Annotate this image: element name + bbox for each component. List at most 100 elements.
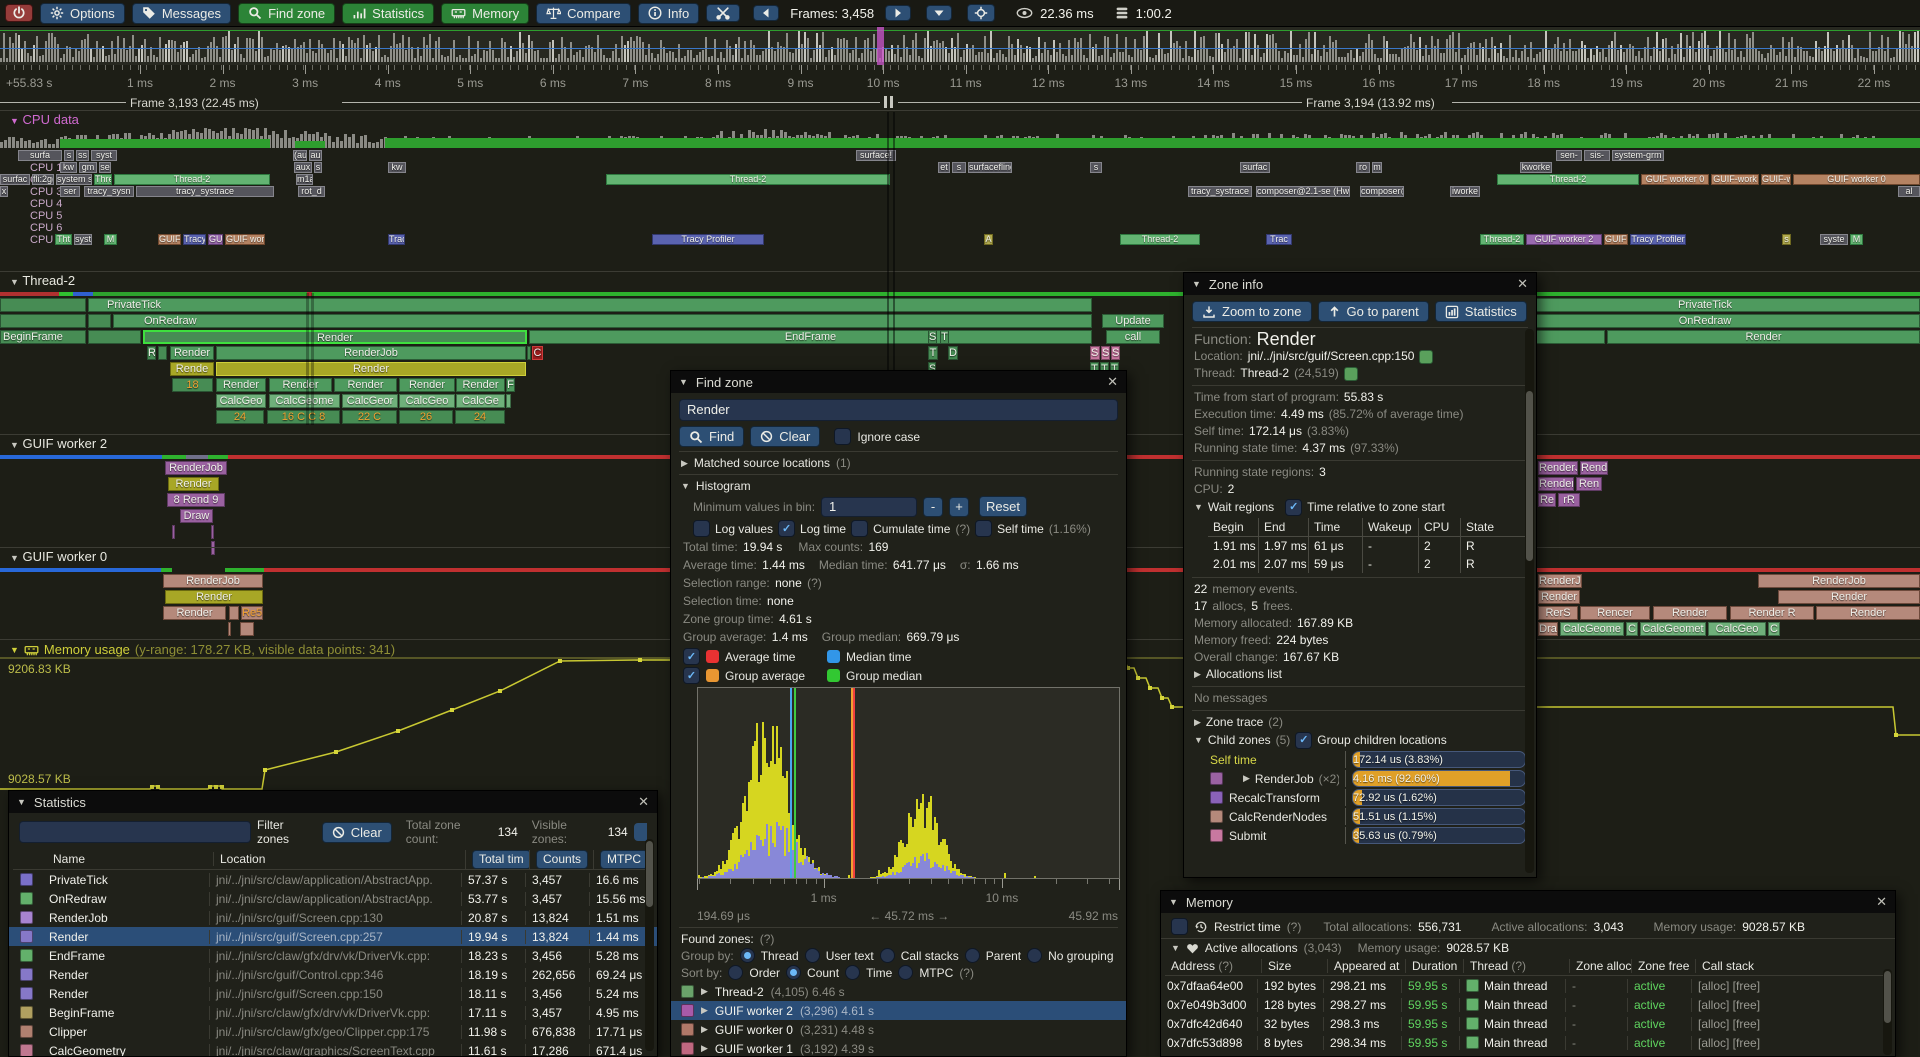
zone-D[interactable]: D bbox=[948, 346, 958, 360]
zone-tracy_systrace[interactable]: tracy_systrace bbox=[1188, 186, 1252, 197]
allocation-row[interactable]: 0x7dfc53d898 8 bytes 298.34 ms 59.95 s Main … bbox=[1161, 1033, 1895, 1052]
zone-CalcGeo[interactable]: CalcGeo bbox=[399, 394, 455, 408]
zone-s[interactable]: s bbox=[64, 150, 74, 161]
collapse-icon[interactable]: ▼ bbox=[681, 481, 690, 491]
group-by-radio-thread[interactable] bbox=[739, 948, 755, 963]
zone-GUIF wor[interactable]: GUIF wor bbox=[225, 234, 265, 245]
zone-name[interactable]: EndFrame bbox=[49, 948, 106, 963]
zone-sis-[interactable]: sis- bbox=[1584, 150, 1610, 161]
group-by-radio-parent[interactable] bbox=[964, 948, 980, 963]
zone-18[interactable]: 18 bbox=[172, 378, 213, 392]
allocation-row[interactable]: 0x7dfaa64e00 192 bytes 298.21 ms 59.95 s Mai… bbox=[1161, 976, 1895, 995]
zone-GUIF[interactable]: GUIF bbox=[158, 234, 181, 245]
zone-CalcGe[interactable]: CalcGe bbox=[456, 394, 505, 408]
zone-GUIF-work[interactable]: GUIF-work bbox=[1711, 174, 1759, 185]
zone-GUIF worker 0[interactable]: GUIF worker 0 bbox=[1793, 174, 1920, 185]
memory-button[interactable]: Memory bbox=[441, 2, 530, 24]
statistics-scrollbar[interactable] bbox=[645, 839, 654, 1051]
call-stack[interactable]: [alloc] [free] bbox=[1691, 1016, 1831, 1031]
table-row[interactable]: CalcGeometry jni/../jni/src/claw/graphics… bbox=[9, 1041, 657, 1056]
messages-button[interactable]: Messages bbox=[131, 2, 232, 24]
group-by-radio-no-grouping[interactable] bbox=[1027, 948, 1043, 963]
filter-extra-button[interactable] bbox=[633, 823, 647, 841]
collapse-icon[interactable]: ▼ bbox=[1169, 897, 1178, 907]
zone-GUIF-w[interactable]: GUIF-w bbox=[1761, 174, 1791, 185]
group-by-radio-call-stacks[interactable] bbox=[879, 948, 895, 963]
zone-GUIF w[interactable]: GUIF w bbox=[1604, 234, 1628, 245]
go-to-parent-button[interactable]: Go to parent bbox=[1317, 301, 1429, 322]
zone-syst[interactable]: syst bbox=[74, 234, 92, 245]
alloc-address[interactable]: 0x7dfc42d640 bbox=[1167, 1016, 1243, 1031]
zone-call[interactable]: call bbox=[1106, 330, 1160, 344]
child-zones-header[interactable]: Child zones bbox=[1207, 733, 1271, 747]
wait-table-row[interactable]: 1.91 ms 1.97 ms 61 μs -2 R bbox=[1208, 537, 1526, 555]
cpu-data-header[interactable]: ▼ CPU data bbox=[10, 112, 79, 127]
zone-surfa[interactable]: surfa bbox=[18, 150, 62, 161]
zone-C[interactable]: C bbox=[532, 346, 543, 360]
group-average-checkbox[interactable]: ✓ bbox=[683, 667, 700, 684]
range-width[interactable]: ← 45.72 ms → bbox=[869, 909, 950, 923]
zone-Thread-2[interactable]: Thread-2 bbox=[1120, 234, 1200, 245]
call-stack[interactable]: [alloc] [free] bbox=[1691, 997, 1831, 1012]
column-appeared-at[interactable]: Appeared at bbox=[1327, 959, 1405, 973]
wait-regions-header[interactable]: Wait regions bbox=[1207, 500, 1275, 514]
zone-aux[interactable]: aux bbox=[294, 162, 312, 173]
column-location[interactable]: Location bbox=[213, 852, 465, 866]
column-zone-free[interactable]: Zone free bbox=[1631, 959, 1695, 973]
zone-RenderJob[interactable]: RenderJob bbox=[165, 461, 227, 475]
close-icon[interactable]: ✕ bbox=[1517, 276, 1528, 291]
zone-RerS[interactable]: RerS bbox=[1538, 606, 1578, 620]
matched-source-locations[interactable]: Matched source locations bbox=[693, 456, 830, 470]
zone-PrivateTick[interactable]: PrivateTick bbox=[88, 298, 1092, 312]
zone-Render[interactable]: Render bbox=[1653, 606, 1727, 620]
frame-overview-strip[interactable] bbox=[0, 27, 1920, 65]
group-children-checkbox[interactable]: ✓ bbox=[1295, 732, 1313, 749]
expand-icon[interactable]: ▶ bbox=[701, 1043, 708, 1053]
zone-kworke[interactable]: kworke bbox=[1520, 162, 1552, 173]
wait-col-wakeup[interactable]: Wakeup bbox=[1362, 518, 1418, 536]
zone-name[interactable]: BeginFrame bbox=[49, 1005, 115, 1020]
zone-name[interactable]: Render bbox=[49, 986, 89, 1001]
search-input[interactable]: Render bbox=[679, 399, 1118, 421]
zone-Tracy Profiler[interactable]: Tracy Profiler bbox=[1630, 234, 1686, 245]
zone-al[interactable]: al bbox=[1898, 186, 1920, 197]
column-zone-alloc[interactable]: Zone alloc bbox=[1569, 959, 1631, 973]
memory-scrollbar[interactable] bbox=[1883, 969, 1892, 1055]
info-button[interactable]: Info bbox=[637, 2, 700, 24]
next-frame-button[interactable] bbox=[885, 5, 912, 21]
zone-T[interactable]: T bbox=[928, 346, 938, 360]
zone-26[interactable]: 26 bbox=[399, 410, 453, 424]
close-icon[interactable]: ✕ bbox=[1876, 894, 1887, 909]
zone-CalcGeome[interactable]: CalcGeome bbox=[269, 394, 340, 408]
zone-RenderJo[interactable]: RenderJo bbox=[1538, 461, 1578, 475]
average-time-checkbox[interactable]: ✓ bbox=[683, 648, 700, 665]
memory-usage-header[interactable]: ▼ Memory usage (y-range: 178.27 KB, visibl… bbox=[10, 642, 396, 657]
zone-segment[interactable] bbox=[240, 622, 254, 636]
wait-table-row[interactable]: 2.01 ms 2.07 ms 59 μs -2 R bbox=[1208, 555, 1526, 573]
zone-rR[interactable]: rR bbox=[1558, 493, 1580, 507]
tools-button[interactable] bbox=[706, 4, 741, 22]
column-mtpc[interactable]: MTPC bbox=[600, 849, 648, 869]
collapse-icon[interactable]: ▼ bbox=[679, 377, 688, 387]
zone-16 C C 8[interactable]: 16 C C 8 bbox=[267, 410, 340, 424]
cpu-row-label[interactable]: CPU 4 bbox=[30, 198, 63, 210]
zone-Thread-2[interactable]: Thread-2 bbox=[114, 174, 270, 185]
zone-Tracy I[interactable]: Tracy I bbox=[388, 234, 405, 245]
zone-BeginFrame[interactable]: BeginFrame bbox=[0, 330, 86, 344]
column-name[interactable]: Name bbox=[53, 852, 86, 866]
zone-Render[interactable]: Render bbox=[1538, 590, 1580, 604]
zone-x[interactable]: x bbox=[0, 186, 8, 197]
zone-Render[interactable]: Render bbox=[165, 590, 263, 604]
restrict-time-checkbox[interactable] bbox=[1171, 918, 1188, 935]
filter-zones-input[interactable] bbox=[19, 821, 251, 843]
zone-name[interactable]: Render bbox=[49, 967, 89, 982]
zone-Tracy Profiler[interactable]: Tracy Profiler bbox=[652, 234, 764, 245]
alloc-thread[interactable]: Main thread bbox=[1459, 1035, 1565, 1050]
collapse-icon[interactable]: ▼ bbox=[1171, 943, 1180, 953]
zone-Rencer[interactable]: Rencer bbox=[1580, 606, 1650, 620]
table-row[interactable]: Clipper jni/../jni/src/claw/gfx/geo/Clipp… bbox=[9, 1022, 657, 1041]
expand-icon[interactable]: ▶ bbox=[701, 986, 708, 996]
zone-group-row[interactable]: ▶ GUIF worker 2 (3,296) 4.61 s bbox=[671, 1001, 1126, 1020]
frame-divider[interactable] bbox=[890, 96, 893, 108]
close-icon[interactable]: ✕ bbox=[638, 794, 649, 809]
